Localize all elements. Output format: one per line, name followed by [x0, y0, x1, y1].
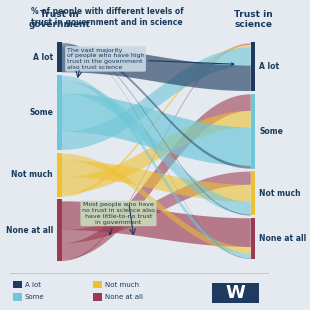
- Polygon shape: [62, 201, 251, 247]
- Bar: [13, 281, 22, 289]
- Bar: [251, 171, 255, 215]
- Bar: [93, 293, 102, 301]
- Polygon shape: [62, 43, 251, 261]
- Text: % of people with different levels of: % of people with different levels of: [31, 7, 184, 16]
- Bar: [251, 94, 255, 169]
- Text: Not much: Not much: [11, 170, 53, 179]
- Text: A lot: A lot: [24, 281, 41, 288]
- Text: The vast majority
of people who have high
trust in the government
also trust sci: The vast majority of people who have hig…: [67, 48, 234, 70]
- Text: Some: Some: [259, 127, 283, 136]
- Text: Trust in
science: Trust in science: [234, 10, 272, 29]
- Text: None at all: None at all: [259, 234, 307, 243]
- Bar: [93, 281, 102, 289]
- Bar: [57, 42, 62, 72]
- Text: Not much: Not much: [105, 281, 139, 288]
- Text: W: W: [225, 284, 245, 302]
- Bar: [57, 199, 62, 261]
- Bar: [57, 153, 62, 197]
- Polygon shape: [62, 111, 251, 194]
- Text: Not much: Not much: [259, 189, 301, 198]
- Polygon shape: [62, 94, 251, 260]
- Polygon shape: [62, 43, 251, 215]
- Polygon shape: [62, 93, 251, 166]
- Polygon shape: [62, 80, 251, 215]
- Text: None at all: None at all: [105, 294, 143, 300]
- Text: A lot: A lot: [33, 53, 53, 62]
- Text: Most people who have
no trust in science also
have little-to-no trust
in governm: Most people who have no trust in science…: [82, 202, 155, 235]
- Polygon shape: [62, 160, 251, 202]
- Text: Some: Some: [29, 108, 53, 117]
- Polygon shape: [62, 47, 251, 91]
- Text: A lot: A lot: [259, 62, 279, 71]
- Text: trust in government and in science: trust in government and in science: [31, 18, 183, 27]
- Polygon shape: [62, 76, 251, 259]
- Text: Some: Some: [24, 294, 44, 300]
- Polygon shape: [62, 43, 251, 259]
- Bar: [251, 218, 255, 259]
- Text: Trust in
government: Trust in government: [28, 10, 90, 29]
- Polygon shape: [62, 154, 251, 254]
- Polygon shape: [62, 45, 251, 197]
- Text: None at all: None at all: [6, 226, 53, 235]
- Polygon shape: [62, 47, 251, 150]
- FancyBboxPatch shape: [62, 42, 251, 263]
- Polygon shape: [62, 44, 251, 169]
- Bar: [57, 75, 62, 150]
- Polygon shape: [62, 171, 251, 243]
- Bar: [251, 42, 255, 91]
- Bar: [212, 283, 259, 303]
- Bar: [13, 293, 22, 301]
